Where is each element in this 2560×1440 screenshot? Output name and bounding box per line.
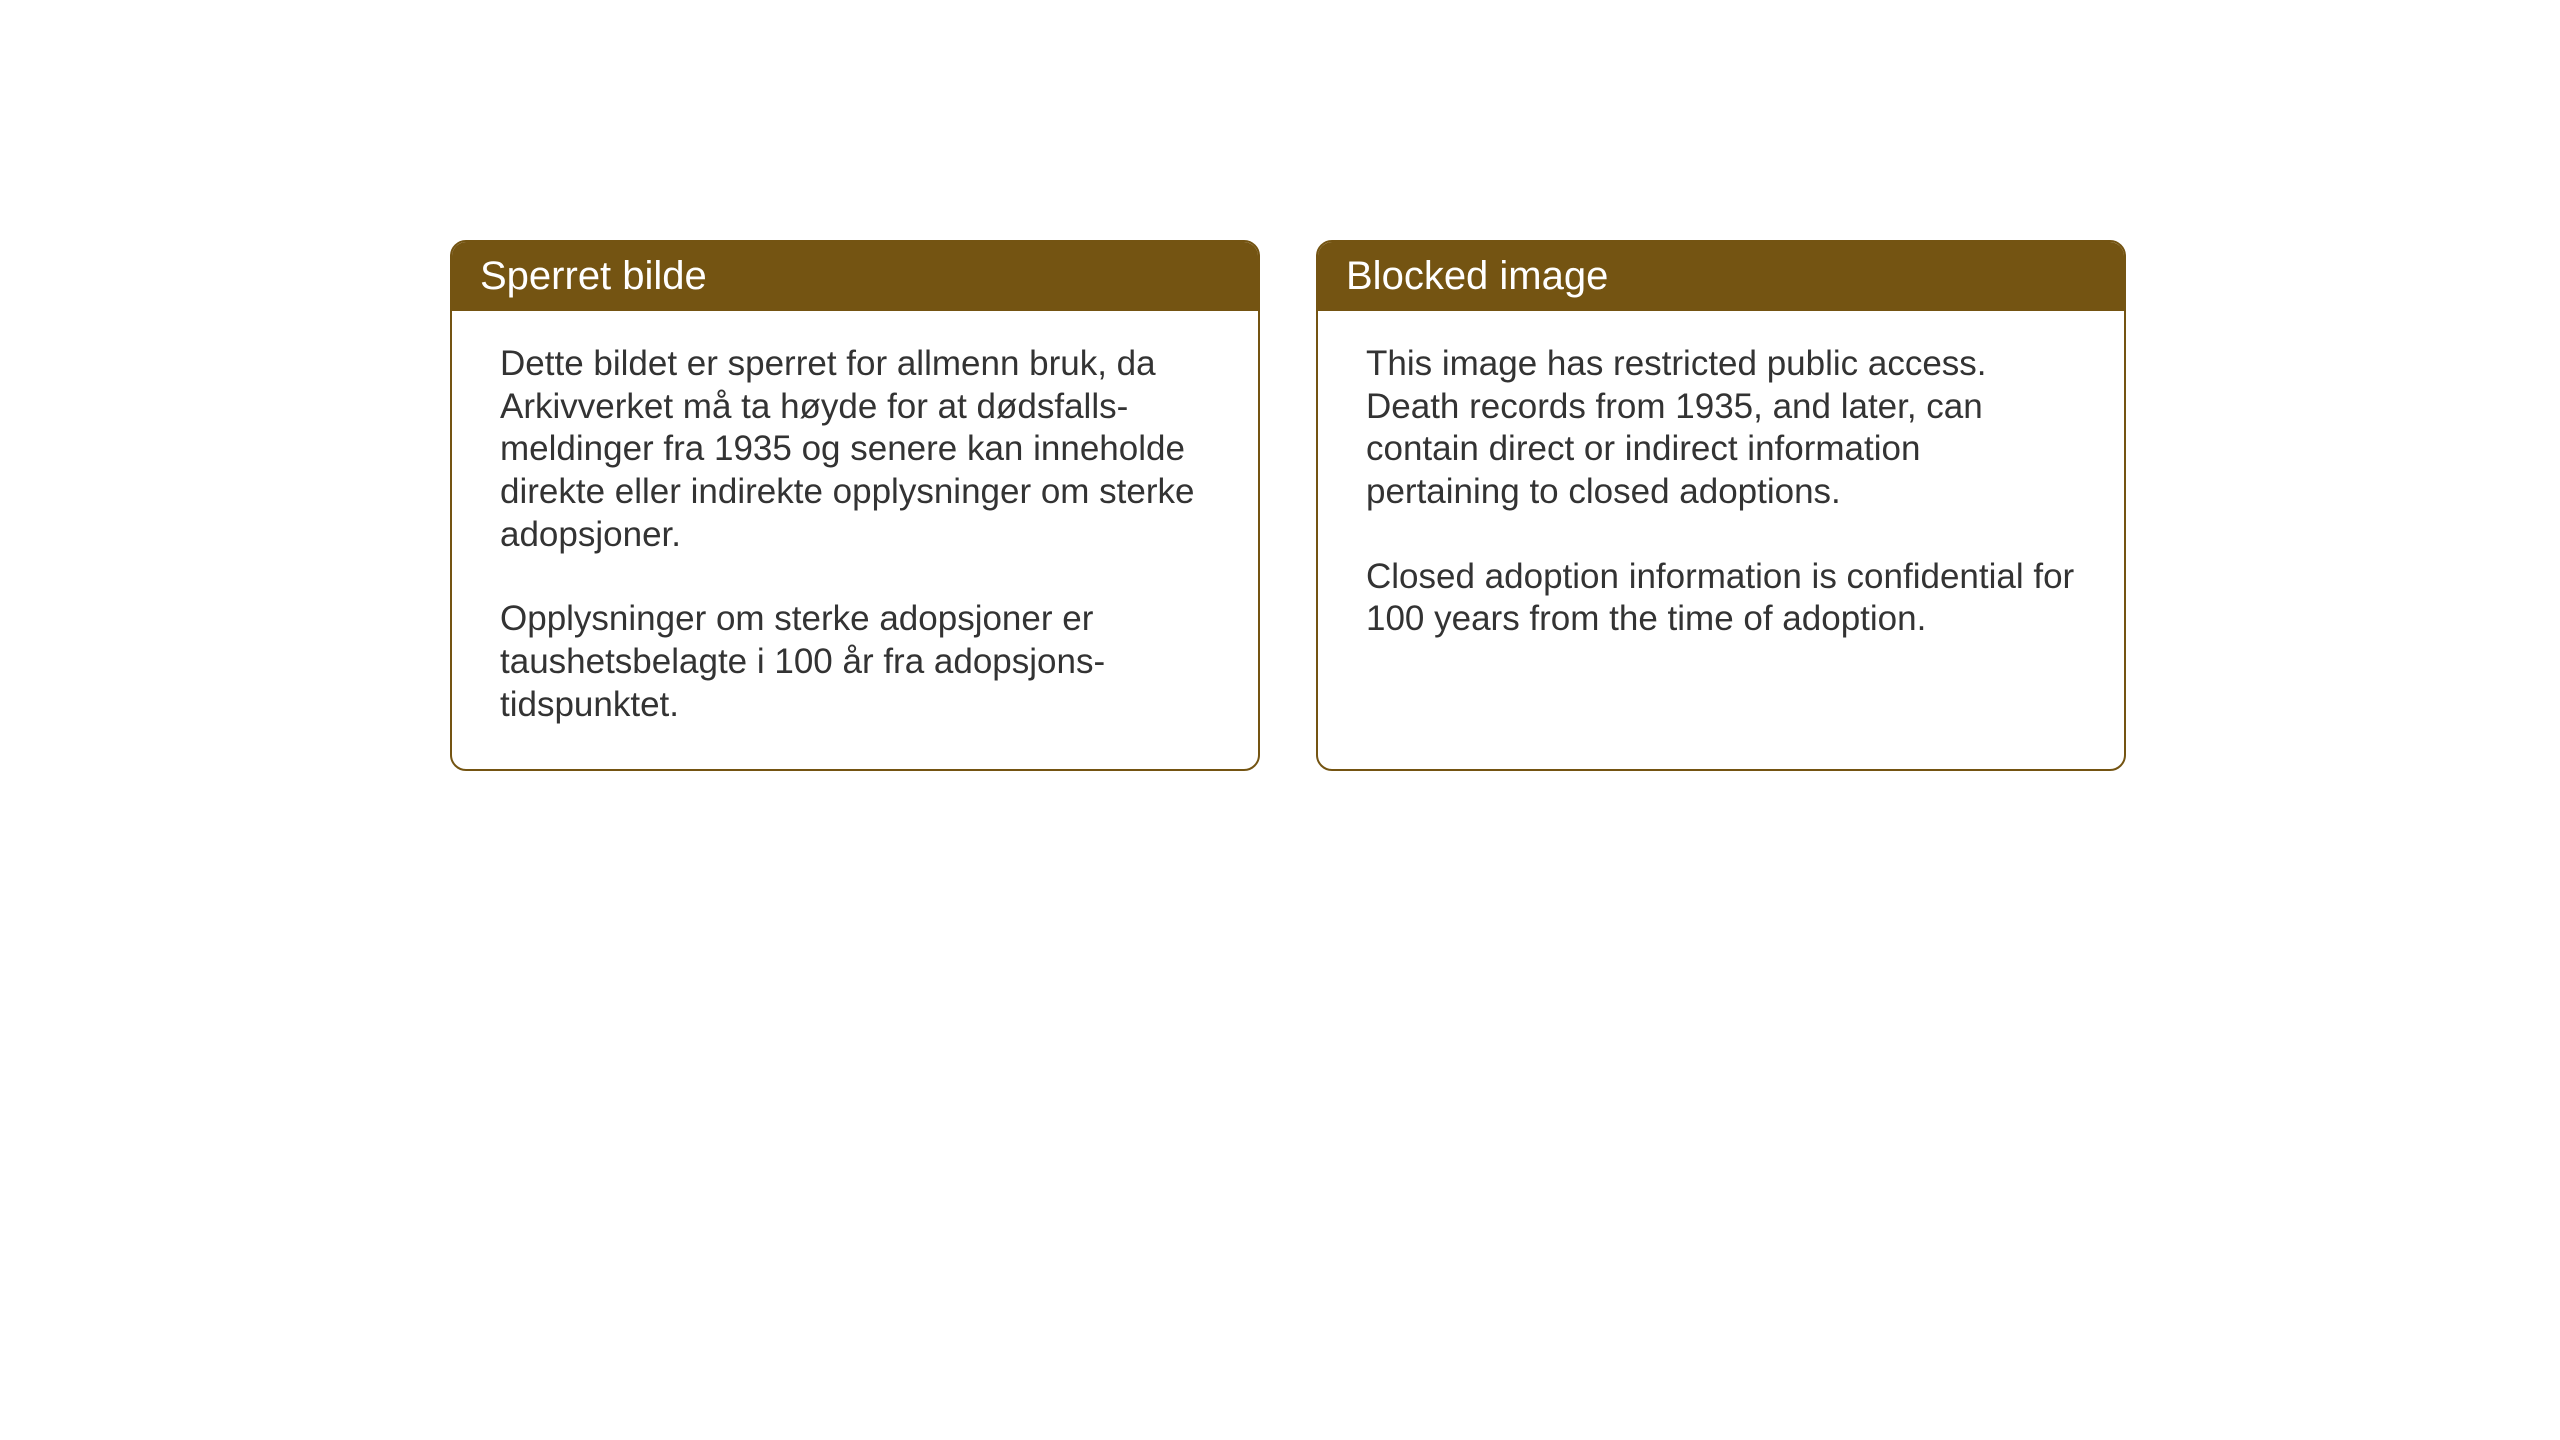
notice-card-norwegian: Sperret bilde Dette bildet er sperret fo… bbox=[450, 240, 1260, 771]
card-paragraph-1-norwegian: Dette bildet er sperret for allmenn bruk… bbox=[500, 343, 1210, 556]
notice-card-english: Blocked image This image has restricted … bbox=[1316, 240, 2126, 771]
card-paragraph-1-english: This image has restricted public access.… bbox=[1366, 343, 2076, 514]
card-title-english: Blocked image bbox=[1346, 254, 1608, 298]
notice-container: Sperret bilde Dette bildet er sperret fo… bbox=[450, 240, 2560, 771]
card-paragraph-2-english: Closed adoption information is confident… bbox=[1366, 556, 2076, 641]
card-body-norwegian: Dette bildet er sperret for allmenn bruk… bbox=[452, 311, 1258, 769]
card-header-english: Blocked image bbox=[1318, 242, 2124, 311]
card-paragraph-2-norwegian: Opplysninger om sterke adopsjoner er tau… bbox=[500, 598, 1210, 726]
card-header-norwegian: Sperret bilde bbox=[452, 242, 1258, 311]
card-body-english: This image has restricted public access.… bbox=[1318, 311, 2124, 683]
card-title-norwegian: Sperret bilde bbox=[480, 254, 707, 298]
